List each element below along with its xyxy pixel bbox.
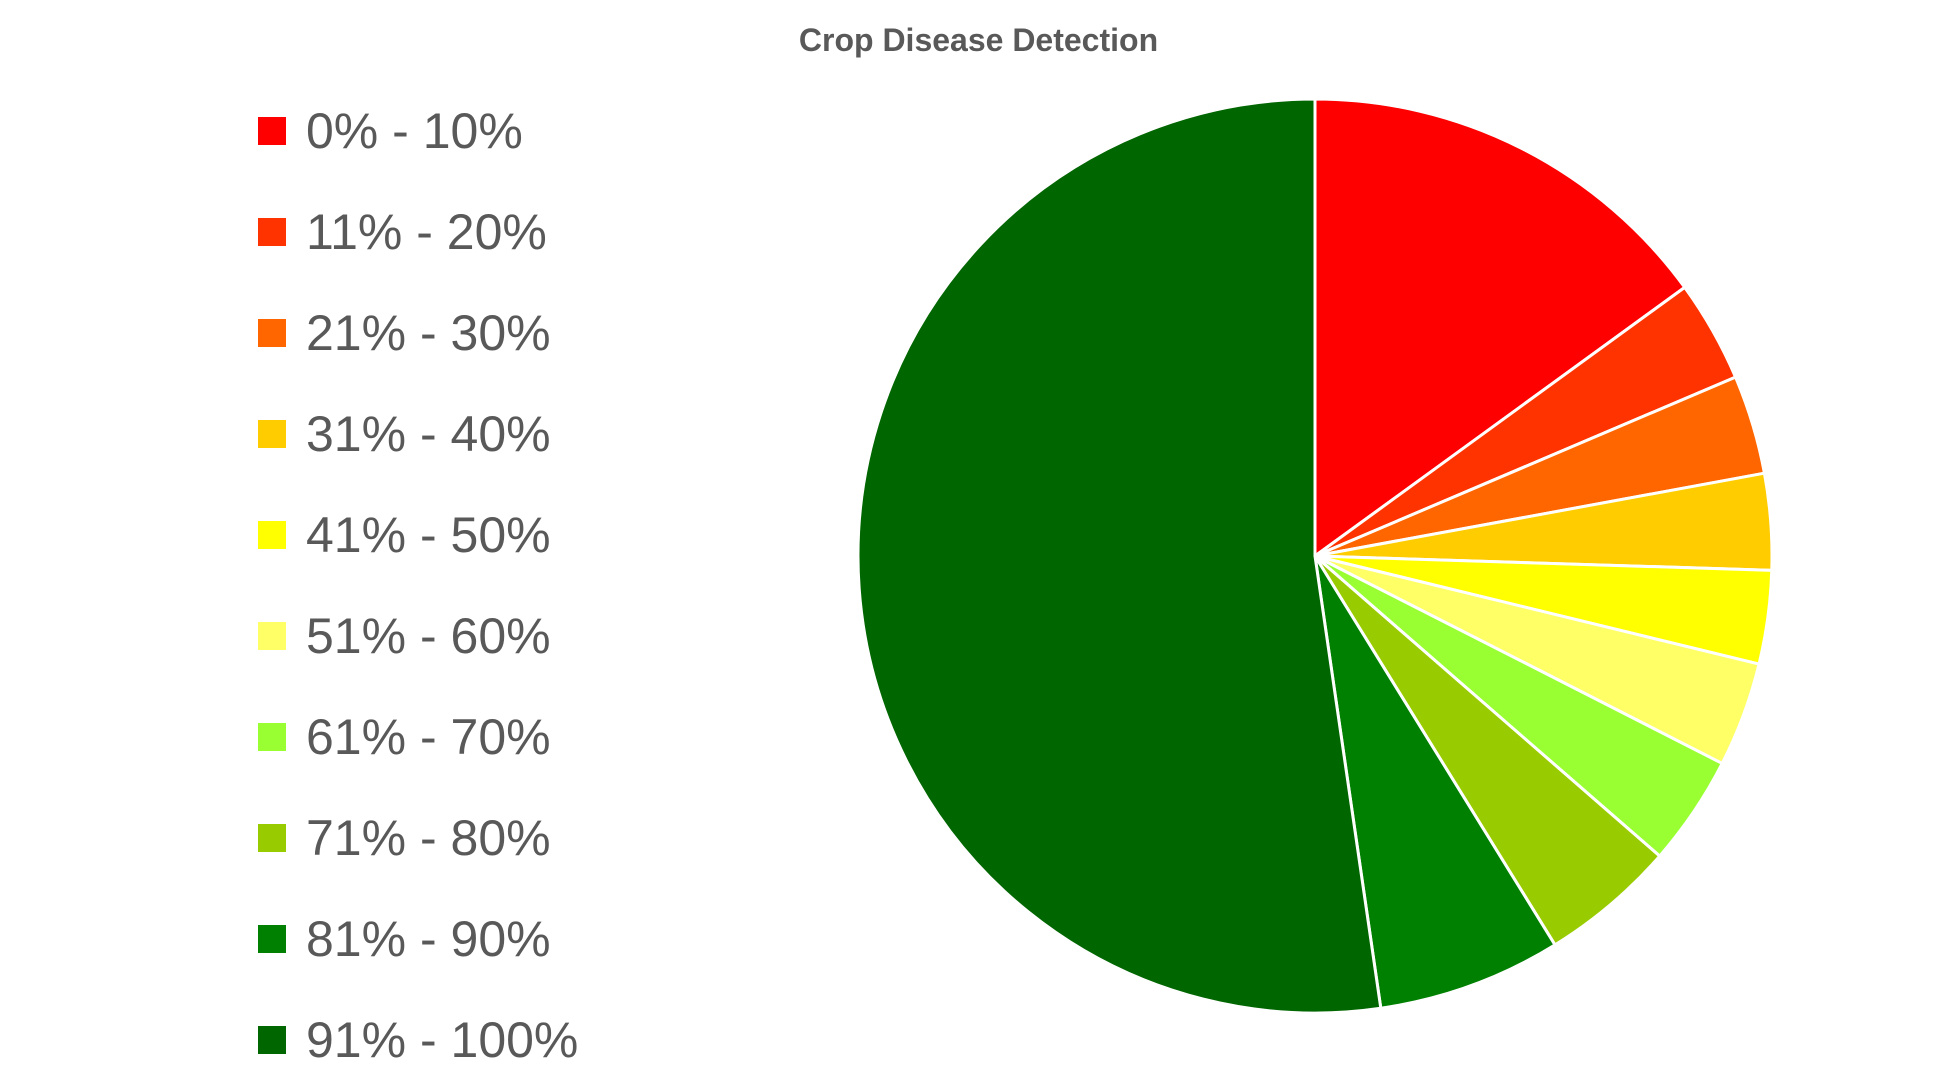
legend-label: 71% - 80% [306,809,551,866]
legend-item: 11% - 20% [258,181,578,282]
pie-slice-9 [1313,555,1558,1010]
legend-item: 71% - 80% [258,787,578,888]
legend-item: 81% - 90% [258,888,578,989]
pie-slice-10 [856,97,1383,1015]
legend-item: 0% - 10% [258,80,578,181]
legend-label: 61% - 70% [306,708,551,765]
legend-swatch [258,419,286,448]
legend-item: 31% - 40% [258,383,578,484]
legend-swatch [258,621,286,650]
legend-swatch [258,924,286,953]
legend-item: 61% - 70% [258,686,578,787]
legend-label: 91% - 100% [306,1011,579,1068]
legend-item: 21% - 30% [258,282,578,383]
legend-label: 81% - 90% [306,910,551,967]
legend-label: 21% - 30% [306,304,551,361]
legend-swatch [258,217,286,246]
chart-title: Crop Disease Detection [798,22,1159,58]
pie-slice-1 [1313,97,1687,559]
legend-label: 31% - 40% [306,405,551,462]
legend-label: 41% - 50% [306,506,551,563]
legend-swatch [258,116,286,145]
legend-item: 91% - 100% [258,989,578,1090]
legend-label: 0% - 10% [306,102,523,159]
legend-label: 11% - 20% [306,203,547,260]
legend-swatch [258,722,286,751]
legend-swatch [258,520,286,549]
legend-swatch [258,1025,286,1054]
legend-label: 51% - 60% [306,607,551,664]
legend-swatch [258,823,286,852]
legend: 0% - 10% 11% - 20% 21% - 30% 31% - 40% 4… [258,80,578,1090]
legend-swatch [258,318,286,347]
legend-item: 41% - 50% [258,484,578,585]
legend-item: 51% - 60% [258,585,578,686]
